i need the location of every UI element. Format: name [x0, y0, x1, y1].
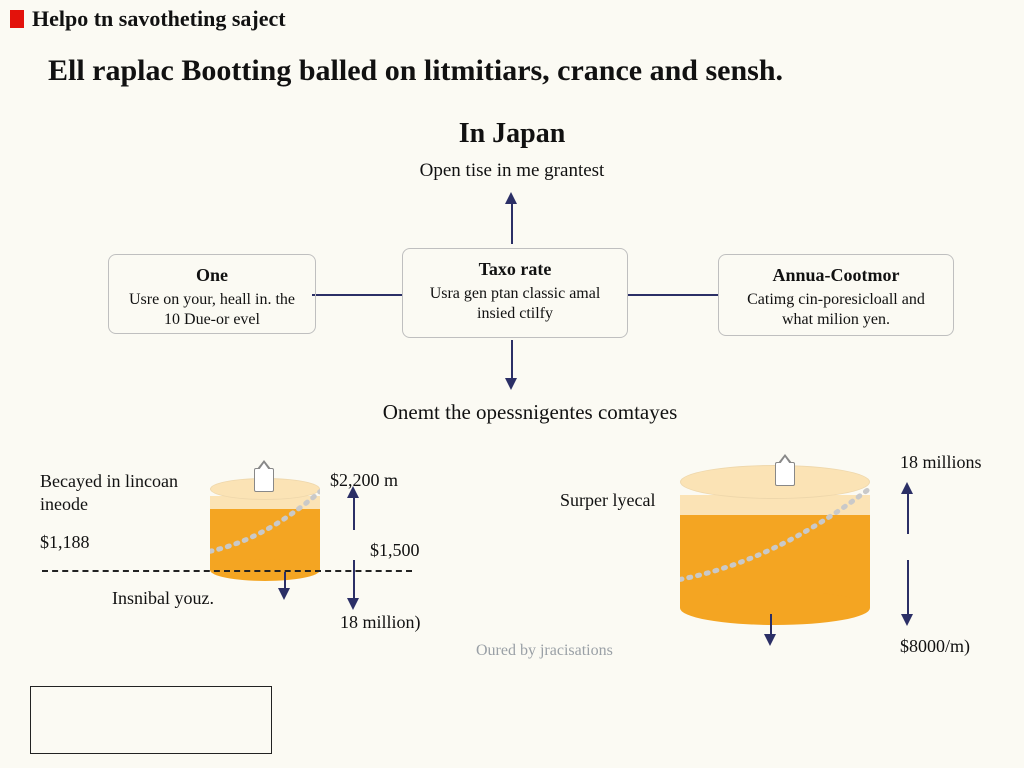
connector-line	[353, 560, 355, 600]
arrow-up-icon	[505, 192, 517, 204]
flow-box-taxo-body: Usra gen ptan classic amal insied ctilfy	[417, 284, 613, 324]
connector-line	[353, 498, 355, 530]
arrow-up-icon	[347, 486, 359, 498]
connector-line	[628, 294, 718, 296]
arrow-down-icon	[505, 378, 517, 390]
arrow-down-icon	[347, 598, 359, 610]
connector-line	[511, 204, 513, 244]
onemt-line: Onemt the opessnigentes comtayes	[300, 400, 760, 425]
left-cylinder-tag-icon	[254, 468, 274, 492]
flow-box-taxo-title: Taxo rate	[417, 259, 613, 280]
label-18million: 18 million)	[340, 612, 421, 633]
connector-line	[312, 294, 402, 296]
country-title: In Japan	[312, 118, 712, 150]
flow-box-annua-body: Catimg cin-poresicloall and what milion …	[733, 290, 939, 330]
label-1188: $1,188	[40, 532, 90, 553]
label-18millions: 18 millions	[900, 452, 982, 473]
connector-line	[907, 560, 909, 616]
flow-box-annua: Annua-Cootmor Catimg cin-poresicloall and…	[718, 254, 954, 336]
arrow-down-icon	[901, 614, 913, 626]
label-8000: $8000/m)	[900, 636, 970, 657]
flow-box-taxo: Taxo rate Usra gen ptan classic amal insi…	[402, 248, 628, 338]
kicker-bar	[10, 10, 24, 28]
label-surper: Surper lyecal	[560, 490, 655, 511]
label-insnibal: Insnibal youz.	[112, 588, 214, 609]
label-becayed: Becayed in lincoan ineode	[40, 470, 230, 517]
arrow-up-icon	[901, 482, 913, 494]
right-cylinder	[680, 478, 870, 608]
flow-box-one-title: One	[123, 265, 301, 286]
arrow-down-icon	[278, 588, 290, 600]
connector-line	[770, 614, 772, 636]
headline: Ell raplac Bootting balled on litmitiars…	[48, 54, 783, 88]
right-cylinder-bottom	[680, 591, 870, 625]
flow-box-annua-title: Annua-Cootmor	[733, 265, 939, 286]
kicker-text: Helpo tn savotheting saject	[32, 6, 286, 32]
footer-empty-box	[30, 686, 272, 754]
connector-line	[511, 340, 513, 380]
connector-line	[907, 494, 909, 534]
subhead: Open tise in me grantest	[312, 160, 712, 182]
credit-line: Oured by jracisations	[476, 642, 613, 660]
label-2200: $2,200 m	[330, 470, 398, 491]
infographic-canvas: Helpo tn savotheting saject Ell raplac Bo…	[0, 0, 1024, 768]
flow-box-one: One Usre on your, heall in. the 10 Due-or…	[108, 254, 316, 334]
flow-box-one-body: Usre on your, heall in. the 10 Due-or ev…	[123, 290, 301, 330]
arrow-down-icon	[764, 634, 776, 646]
right-cylinder-tag-icon	[775, 462, 795, 486]
dashed-baseline	[42, 570, 412, 572]
label-1500: $1,500	[370, 540, 420, 561]
